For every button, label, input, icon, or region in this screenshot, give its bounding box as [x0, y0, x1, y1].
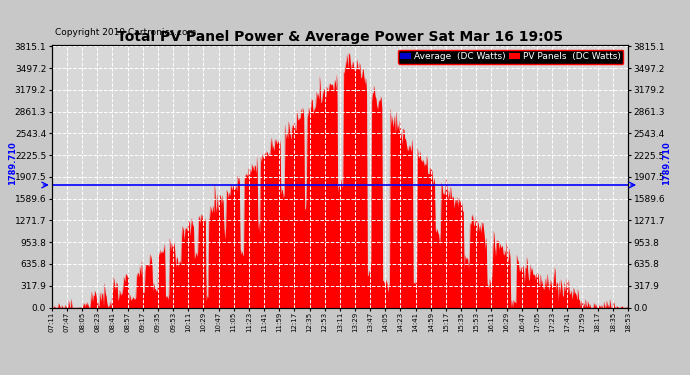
- Title: Total PV Panel Power & Average Power Sat Mar 16 19:05: Total PV Panel Power & Average Power Sat…: [117, 30, 563, 44]
- Text: Copyright 2019 Cartronics.com: Copyright 2019 Cartronics.com: [55, 28, 197, 37]
- Text: 1789.710: 1789.710: [662, 141, 671, 185]
- Text: 1789.710: 1789.710: [8, 141, 17, 185]
- Legend: Average  (DC Watts), PV Panels  (DC Watts): Average (DC Watts), PV Panels (DC Watts): [397, 50, 623, 64]
